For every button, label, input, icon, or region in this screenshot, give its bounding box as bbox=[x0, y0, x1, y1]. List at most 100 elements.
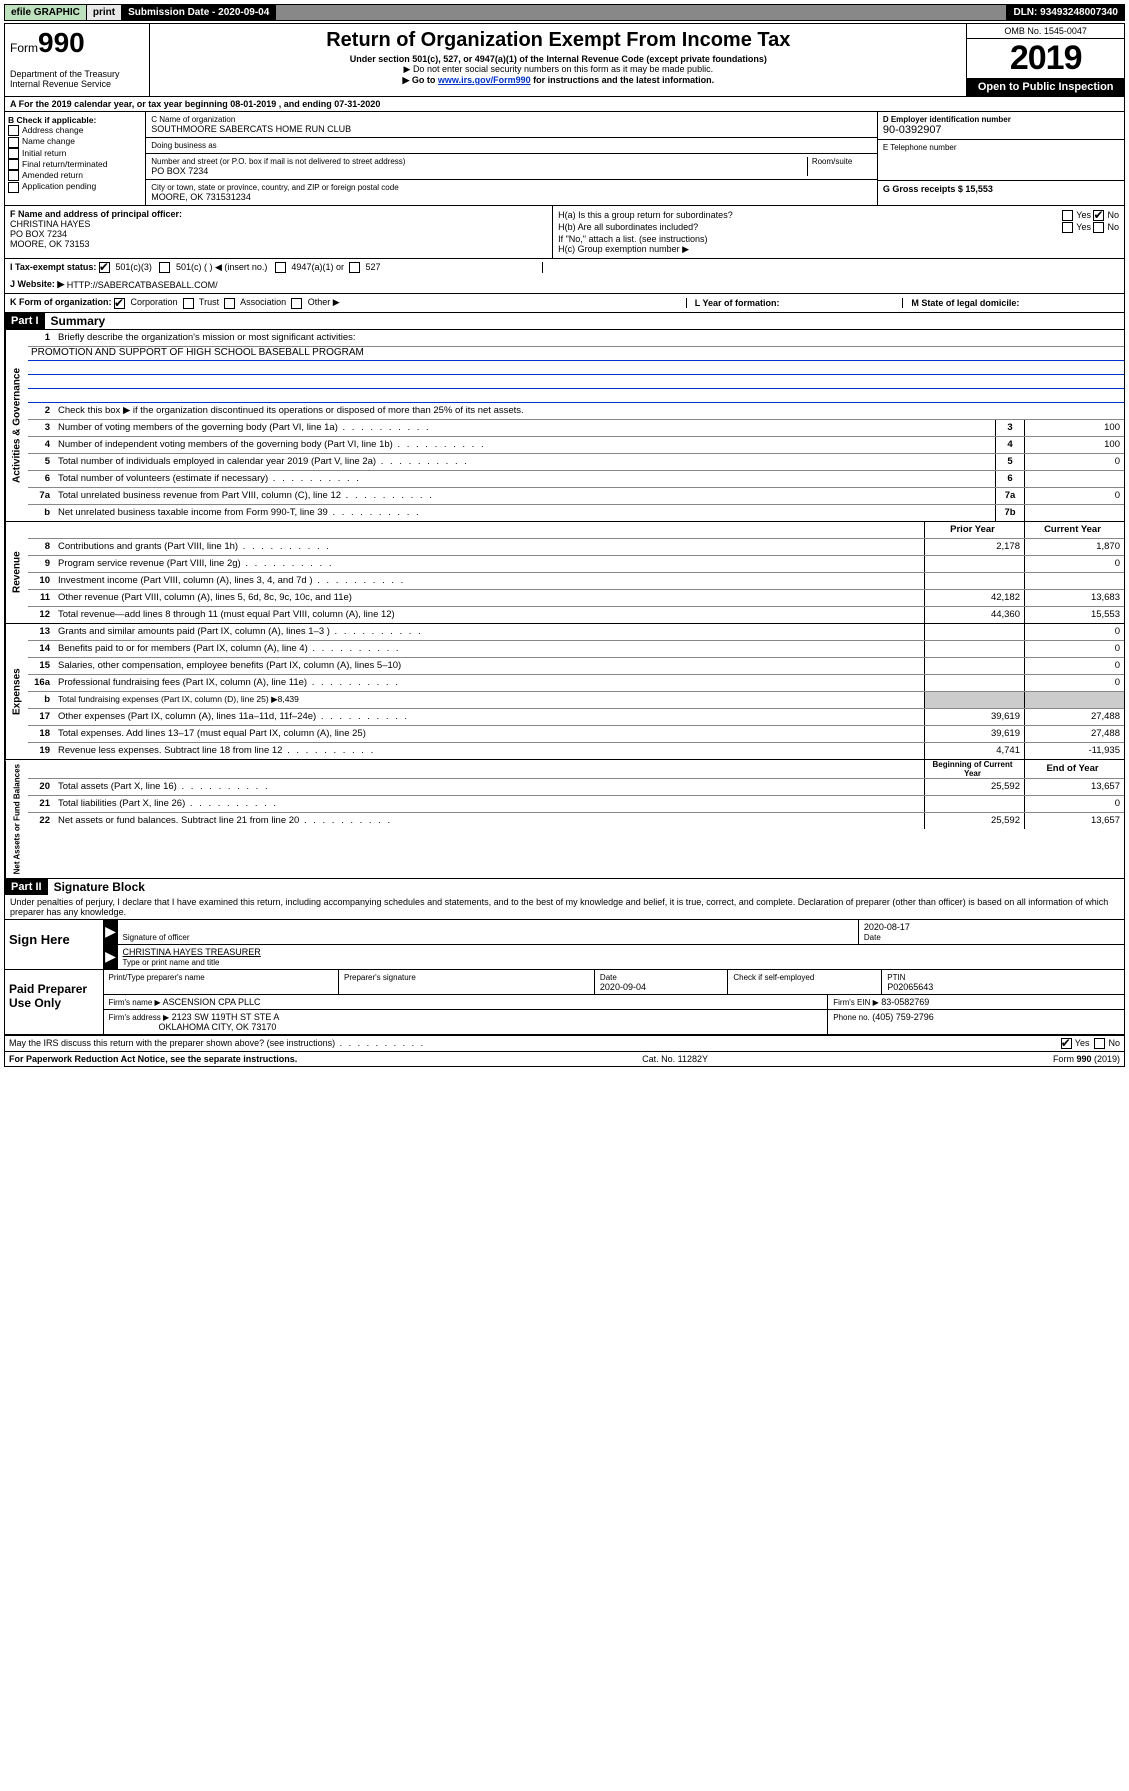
line13-prior bbox=[924, 624, 1024, 640]
cb-corp[interactable] bbox=[114, 298, 125, 309]
city-label: City or town, state or province, country… bbox=[151, 183, 872, 192]
section-fh: F Name and address of principal officer:… bbox=[4, 206, 1125, 259]
opt-initial-return: Initial return bbox=[22, 148, 66, 158]
cb-501c3[interactable] bbox=[99, 262, 110, 273]
ha-no[interactable] bbox=[1093, 210, 1104, 221]
org-name-label: C Name of organization bbox=[151, 115, 872, 124]
line15-curr: 0 bbox=[1024, 658, 1124, 674]
checkbox-pending[interactable] bbox=[8, 182, 19, 193]
line7b-val bbox=[1024, 505, 1124, 521]
form-org-label: K Form of organization: bbox=[10, 297, 112, 307]
line9-curr: 0 bbox=[1024, 556, 1124, 572]
checkbox-amended[interactable] bbox=[8, 170, 19, 181]
sign-here-block: Sign Here ▶ Signature of officer 2020-08… bbox=[4, 920, 1125, 970]
note2-post: for instructions and the latest informat… bbox=[531, 75, 715, 85]
checkbox-address-change[interactable] bbox=[8, 125, 19, 136]
line8-text: Contributions and grants (Part VIII, lin… bbox=[55, 540, 924, 553]
line22-curr: 13,657 bbox=[1024, 813, 1124, 829]
self-emp-label: Check if self-employed bbox=[733, 973, 814, 982]
ha-label: H(a) Is this a group return for subordin… bbox=[558, 210, 733, 221]
cb-assoc[interactable] bbox=[224, 298, 235, 309]
ha-yes[interactable] bbox=[1062, 210, 1073, 221]
opt-527: 527 bbox=[365, 262, 380, 272]
cb-trust[interactable] bbox=[183, 298, 194, 309]
discuss-yes-label: Yes bbox=[1075, 1038, 1090, 1048]
checkbox-name-change[interactable] bbox=[8, 137, 19, 148]
firm-phone-label: Phone no. bbox=[833, 1013, 869, 1022]
print-button[interactable]: print bbox=[87, 5, 122, 20]
officer-label: F Name and address of principal officer: bbox=[10, 209, 547, 219]
form-label: Form bbox=[10, 41, 38, 55]
firm-name-label: Firm's name ▶ bbox=[109, 998, 161, 1007]
hb-no[interactable] bbox=[1093, 222, 1104, 233]
opt-address-change: Address change bbox=[22, 125, 83, 135]
year-formation-label: L Year of formation: bbox=[695, 298, 780, 308]
opt-trust: Trust bbox=[199, 297, 219, 307]
firm-phone: (405) 759-2796 bbox=[872, 1012, 934, 1022]
line18-prior: 39,619 bbox=[924, 726, 1024, 742]
governance-side-label: Activities & Governance bbox=[5, 330, 28, 521]
firm-city: OKLAHOMA CITY, OK 73170 bbox=[159, 1022, 277, 1032]
open-public-badge: Open to Public Inspection bbox=[967, 78, 1124, 96]
ptin-val: P02065643 bbox=[887, 982, 933, 992]
line18-text: Total expenses. Add lines 13–17 (must eq… bbox=[55, 727, 924, 740]
line16a-text: Professional fundraising fees (Part IX, … bbox=[55, 676, 924, 689]
revenue-section: Revenue Prior YearCurrent Year 8Contribu… bbox=[4, 522, 1125, 624]
opt-corp: Corporation bbox=[131, 297, 178, 307]
cb-527[interactable] bbox=[349, 262, 360, 273]
line7b-text: Net unrelated business taxable income fr… bbox=[55, 506, 995, 519]
opt-501c: 501(c) ( ) ◀ (insert no.) bbox=[176, 262, 267, 272]
line12-text: Total revenue—add lines 8 through 11 (mu… bbox=[55, 608, 924, 621]
hb-yes-label: Yes bbox=[1076, 222, 1091, 232]
line16b-text: Total fundraising expenses (Part IX, col… bbox=[55, 693, 924, 706]
discuss-no[interactable] bbox=[1094, 1038, 1105, 1049]
form-note1: ▶ Do not enter social security numbers o… bbox=[155, 64, 961, 75]
part2-title: Signature Block bbox=[48, 880, 145, 894]
cb-501c[interactable] bbox=[159, 262, 170, 273]
ha-no-label: No bbox=[1107, 210, 1119, 220]
revenue-side-label: Revenue bbox=[5, 522, 28, 623]
line14-curr: 0 bbox=[1024, 641, 1124, 657]
hb-note: If "No," attach a list. (see instruction… bbox=[558, 234, 1119, 244]
checkbox-final-return[interactable] bbox=[8, 159, 19, 170]
cb-other[interactable] bbox=[291, 298, 302, 309]
row-j: J Website: ▶ HTTP://SABERCATBASEBALL.COM… bbox=[4, 276, 1125, 294]
line19-text: Revenue less expenses. Subtract line 18 … bbox=[55, 744, 924, 757]
prep-name-label: Print/Type preparer's name bbox=[109, 973, 205, 982]
line17-curr: 27,488 bbox=[1024, 709, 1124, 725]
top-bar: efile GRAPHIC print Submission Date - 20… bbox=[4, 4, 1125, 21]
row-i: I Tax-exempt status: 501(c)(3) 501(c) ( … bbox=[4, 259, 1125, 276]
org-address: PO BOX 7234 bbox=[151, 166, 807, 176]
line21-text: Total liabilities (Part X, line 26) bbox=[55, 797, 924, 810]
dln-label: DLN: 93493248007340 bbox=[1007, 5, 1124, 20]
firm-addr-label: Firm's address ▶ bbox=[109, 1013, 170, 1022]
hc-label: H(c) Group exemption number ▶ bbox=[558, 244, 1119, 255]
checkbox-initial-return[interactable] bbox=[8, 148, 19, 159]
officer-name: CHRISTINA HAYES bbox=[10, 219, 547, 229]
form990-link[interactable]: www.irs.gov/Form990 bbox=[438, 75, 531, 85]
paid-preparer-block: Paid Preparer Use Only Print/Type prepar… bbox=[4, 970, 1125, 1035]
sig-officer-label: Signature of officer bbox=[123, 933, 190, 942]
paid-preparer-label: Paid Preparer Use Only bbox=[5, 970, 104, 1034]
org-name: SOUTHMOORE SABERCATS HOME RUN CLUB bbox=[151, 124, 872, 134]
line20-text: Total assets (Part X, line 16) bbox=[55, 780, 924, 793]
line21-curr: 0 bbox=[1024, 796, 1124, 812]
website-value: HTTP://SABERCATBASEBALL.COM/ bbox=[67, 280, 218, 290]
hb-yes[interactable] bbox=[1062, 222, 1073, 233]
opt-assoc: Association bbox=[240, 297, 286, 307]
line8-prior: 2,178 bbox=[924, 539, 1024, 555]
tax-year: 2019 bbox=[967, 39, 1124, 78]
line4-text: Number of independent voting members of … bbox=[55, 438, 995, 451]
org-city: MOORE, OK 731531234 bbox=[151, 192, 872, 202]
line9-text: Program service revenue (Part VIII, line… bbox=[55, 557, 924, 570]
line11-curr: 13,683 bbox=[1024, 590, 1124, 606]
cb-4947[interactable] bbox=[275, 262, 286, 273]
efile-button[interactable]: efile GRAPHIC bbox=[5, 5, 87, 20]
netassets-side-label: Net Assets or Fund Balances bbox=[5, 760, 28, 878]
line6-text: Total number of volunteers (estimate if … bbox=[55, 472, 995, 485]
hb-label: H(b) Are all subordinates included? bbox=[558, 222, 698, 233]
discuss-yes[interactable] bbox=[1061, 1038, 1072, 1049]
line16a-prior bbox=[924, 675, 1024, 691]
expenses-side-label: Expenses bbox=[5, 624, 28, 759]
officer-addr2: MOORE, OK 73153 bbox=[10, 239, 547, 249]
